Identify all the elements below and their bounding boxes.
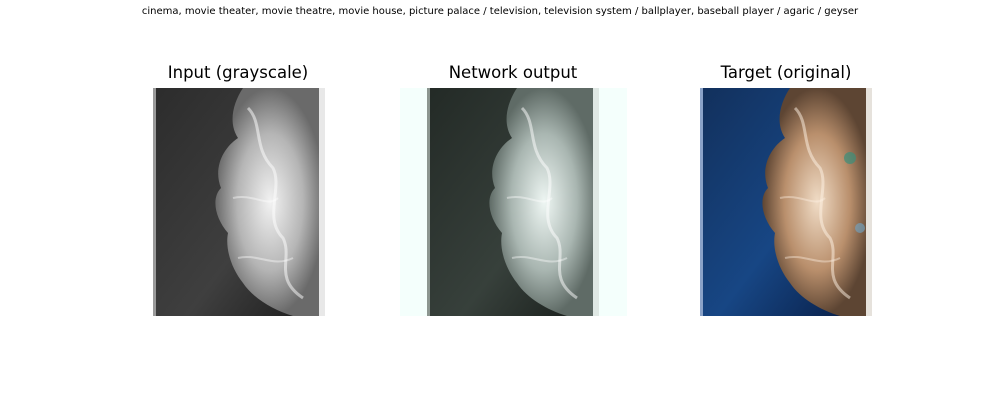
panel-title-target: Target (original) xyxy=(720,63,852,82)
network-output-image xyxy=(400,88,627,316)
panel-title-input: Input (grayscale) xyxy=(167,63,309,82)
input-grayscale-image xyxy=(153,88,325,316)
panel-title-output: Network output xyxy=(448,63,578,82)
target-original-image xyxy=(700,88,872,316)
figure-suptitle: cinema, movie theater, movie theatre, mo… xyxy=(141,6,859,17)
